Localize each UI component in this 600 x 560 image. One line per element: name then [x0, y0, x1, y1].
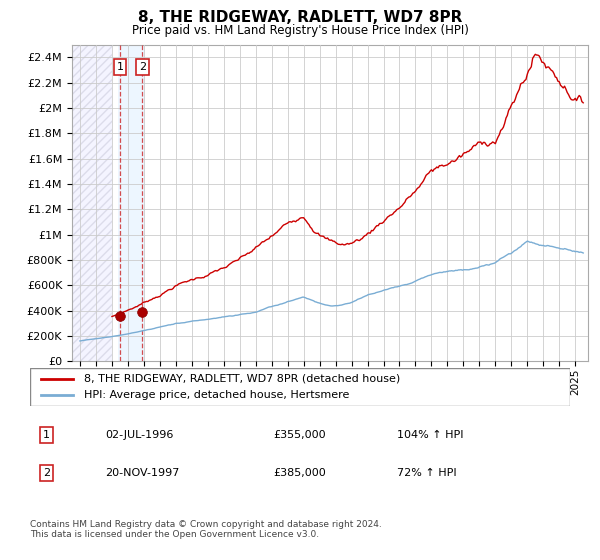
Text: 20-NOV-1997: 20-NOV-1997 — [106, 468, 180, 478]
FancyBboxPatch shape — [30, 368, 570, 406]
Text: £385,000: £385,000 — [273, 468, 326, 478]
Text: Price paid vs. HM Land Registry's House Price Index (HPI): Price paid vs. HM Land Registry's House … — [131, 24, 469, 36]
Text: 8, THE RIDGEWAY, RADLETT, WD7 8PR: 8, THE RIDGEWAY, RADLETT, WD7 8PR — [138, 10, 462, 25]
Text: 104% ↑ HPI: 104% ↑ HPI — [397, 430, 464, 440]
Bar — [118, 45, 145, 361]
Text: 1: 1 — [116, 62, 124, 72]
Text: 8, THE RIDGEWAY, RADLETT, WD7 8PR (detached house): 8, THE RIDGEWAY, RADLETT, WD7 8PR (detac… — [84, 374, 400, 384]
Text: 02-JUL-1996: 02-JUL-1996 — [106, 430, 174, 440]
Text: 72% ↑ HPI: 72% ↑ HPI — [397, 468, 457, 478]
Text: 2: 2 — [43, 468, 50, 478]
Bar — [72, 45, 112, 361]
Text: £355,000: £355,000 — [273, 430, 326, 440]
Text: 1: 1 — [43, 430, 50, 440]
Text: Contains HM Land Registry data © Crown copyright and database right 2024.
This d: Contains HM Land Registry data © Crown c… — [30, 520, 382, 539]
Text: 2: 2 — [139, 62, 146, 72]
Text: HPI: Average price, detached house, Hertsmere: HPI: Average price, detached house, Hert… — [84, 390, 349, 400]
